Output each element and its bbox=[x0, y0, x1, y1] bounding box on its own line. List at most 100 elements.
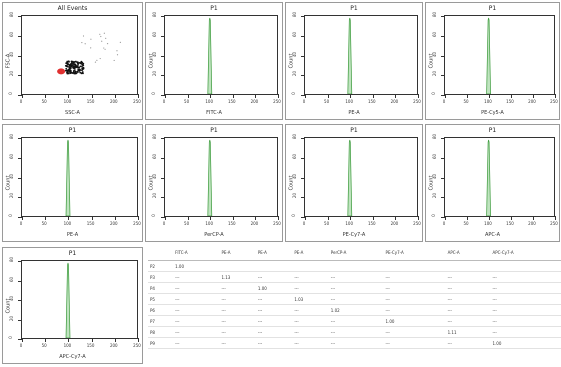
table-cell bbox=[383, 260, 446, 272]
x-tick-label: 0 bbox=[442, 99, 446, 104]
table-cell: --- bbox=[328, 293, 384, 305]
plot-panel[interactable]: P1 Count PE-Cy7-A 0 50 100 150 200 250 0 20 40 60 80 bbox=[285, 124, 423, 242]
y-tick-label: 0 bbox=[430, 214, 436, 217]
x-tick-mark bbox=[91, 94, 93, 98]
x-tick-mark bbox=[327, 216, 329, 220]
event-dot bbox=[76, 66, 79, 69]
column-header: APC-Cy7-A bbox=[490, 249, 561, 261]
plot-area[interactable] bbox=[441, 137, 556, 220]
table-cell: --- bbox=[292, 326, 329, 338]
y-tick-mark bbox=[18, 300, 22, 301]
table-cell: 1.00 bbox=[490, 337, 561, 349]
y-tick-label: 0 bbox=[7, 92, 13, 95]
table-cell: --- bbox=[219, 282, 256, 294]
x-tick-mark bbox=[255, 94, 257, 98]
plot-panel[interactable]: P1 Count PE-A 0 50 100 150 200 250 0 20 40 60 80 bbox=[2, 124, 143, 242]
column-header: PE-Cy7-A bbox=[383, 249, 446, 261]
table-cell: --- bbox=[173, 315, 220, 327]
y-tick-mark bbox=[18, 319, 22, 321]
event-dot bbox=[103, 47, 105, 49]
plot-area[interactable] bbox=[18, 137, 139, 220]
table-cell bbox=[292, 260, 329, 272]
row-label: P6 bbox=[148, 304, 174, 316]
x-tick-mark bbox=[210, 94, 212, 98]
plot-area[interactable] bbox=[441, 15, 556, 98]
x-tick-label: 50 bbox=[463, 221, 469, 226]
x-tick-mark bbox=[489, 216, 490, 220]
event-dot bbox=[82, 35, 85, 37]
event-dot bbox=[113, 59, 115, 62]
event-dot bbox=[90, 47, 92, 49]
y-tick-label: 40 bbox=[9, 295, 15, 302]
x-tick-label: 100 bbox=[345, 99, 353, 104]
x-tick-label: 150 bbox=[367, 221, 376, 226]
plot-area[interactable] bbox=[18, 15, 139, 98]
histogram-peak bbox=[65, 262, 71, 338]
event-dot bbox=[71, 60, 74, 63]
y-tick-label: 20 bbox=[432, 193, 438, 199]
table-cell: --- bbox=[219, 337, 256, 349]
y-tick-label: 20 bbox=[9, 193, 15, 199]
table-cell: --- bbox=[445, 271, 491, 283]
x-tick-label: 200 bbox=[109, 343, 118, 348]
event-dot bbox=[70, 64, 73, 67]
x-tick-label: 250 bbox=[413, 99, 421, 104]
y-tick-mark bbox=[161, 157, 165, 159]
plot-panel[interactable]: P1 Count PE-Cy5-A 0 50 100 150 200 250 0 20 40 60 80 bbox=[425, 2, 560, 120]
plot-area[interactable] bbox=[161, 137, 279, 220]
y-tick-label: 80 bbox=[9, 256, 15, 263]
y-tick-mark bbox=[301, 35, 305, 37]
table-cell: --- bbox=[173, 282, 220, 294]
histogram-peak bbox=[207, 17, 213, 94]
plot-area[interactable] bbox=[18, 260, 139, 342]
x-tick-mark bbox=[22, 94, 23, 98]
gate-p1[interactable] bbox=[57, 68, 66, 75]
event-dot bbox=[67, 71, 69, 74]
plot-title: P1 bbox=[350, 127, 358, 134]
x-tick-mark bbox=[114, 338, 116, 342]
plot-panel[interactable]: P1 Count APC-A 0 50 100 150 200 250 0 20 40 60 80 bbox=[425, 124, 560, 242]
plot-panel[interactable]: P1 Count PerCP-A 0 50 100 150 200 250 0 20 40 60 80 bbox=[145, 124, 283, 242]
x-axis-label: APC-A bbox=[484, 232, 501, 238]
histogram-peak bbox=[347, 139, 353, 216]
table-cell: --- bbox=[445, 337, 491, 349]
table-cell: --- bbox=[490, 304, 561, 316]
row-label: P3 bbox=[148, 271, 174, 283]
x-tick-label: 50 bbox=[324, 221, 330, 226]
x-tick-mark bbox=[372, 216, 374, 220]
y-tick-label: 20 bbox=[9, 71, 15, 77]
x-axis-label: PE-A bbox=[348, 110, 360, 116]
plot-title: P1 bbox=[488, 127, 497, 134]
table-cell: --- bbox=[173, 326, 220, 338]
plot-area[interactable] bbox=[301, 137, 419, 220]
table-cell: 1.00 bbox=[383, 315, 446, 327]
x-tick-mark bbox=[114, 216, 116, 220]
x-tick-label: 150 bbox=[86, 221, 95, 226]
x-tick-label: 200 bbox=[250, 221, 259, 226]
table-cell: --- bbox=[255, 271, 293, 283]
plot-panel[interactable]: All Events FSC-A SSC-A 0 50 100 150 200 250 0 20 40… bbox=[2, 2, 143, 120]
y-tick-mark bbox=[441, 217, 445, 218]
histogram-plot bbox=[347, 17, 353, 94]
y-tick-mark bbox=[441, 197, 445, 199]
table-row: P5 --- --- --- 1.03 --- --- --- --- bbox=[148, 293, 561, 305]
y-tick-mark bbox=[161, 55, 165, 57]
x-tick-mark bbox=[533, 216, 534, 220]
y-tick-mark bbox=[18, 16, 22, 17]
x-axis-label: PE-Cy7-A bbox=[342, 232, 366, 238]
table-cell: --- bbox=[255, 326, 293, 338]
plot-area[interactable] bbox=[301, 15, 419, 98]
plot-area[interactable] bbox=[161, 15, 279, 98]
y-tick-mark bbox=[301, 55, 305, 57]
histogram-peak bbox=[207, 139, 213, 216]
x-tick-label: 250 bbox=[550, 99, 558, 104]
x-tick-label: 250 bbox=[273, 99, 281, 104]
x-tick-label: 200 bbox=[528, 221, 536, 226]
plot-panel[interactable]: P1 Count PE-A 0 50 100 150 200 250 0 20 40 60 80 bbox=[285, 2, 423, 120]
x-tick-mark bbox=[555, 216, 556, 220]
plot-title: P1 bbox=[488, 5, 497, 12]
plot-panel[interactable]: P1 Count APC-Cy7-A 0 50 100 150 200 250 0 20 40 60 80 bbox=[2, 247, 143, 364]
event-dot bbox=[67, 60, 70, 63]
plot-panel[interactable]: P1 Count FITC-A 0 50 100 150 200 250 0 20 40 60 80 bbox=[145, 2, 283, 120]
x-tick-mark bbox=[350, 94, 352, 98]
